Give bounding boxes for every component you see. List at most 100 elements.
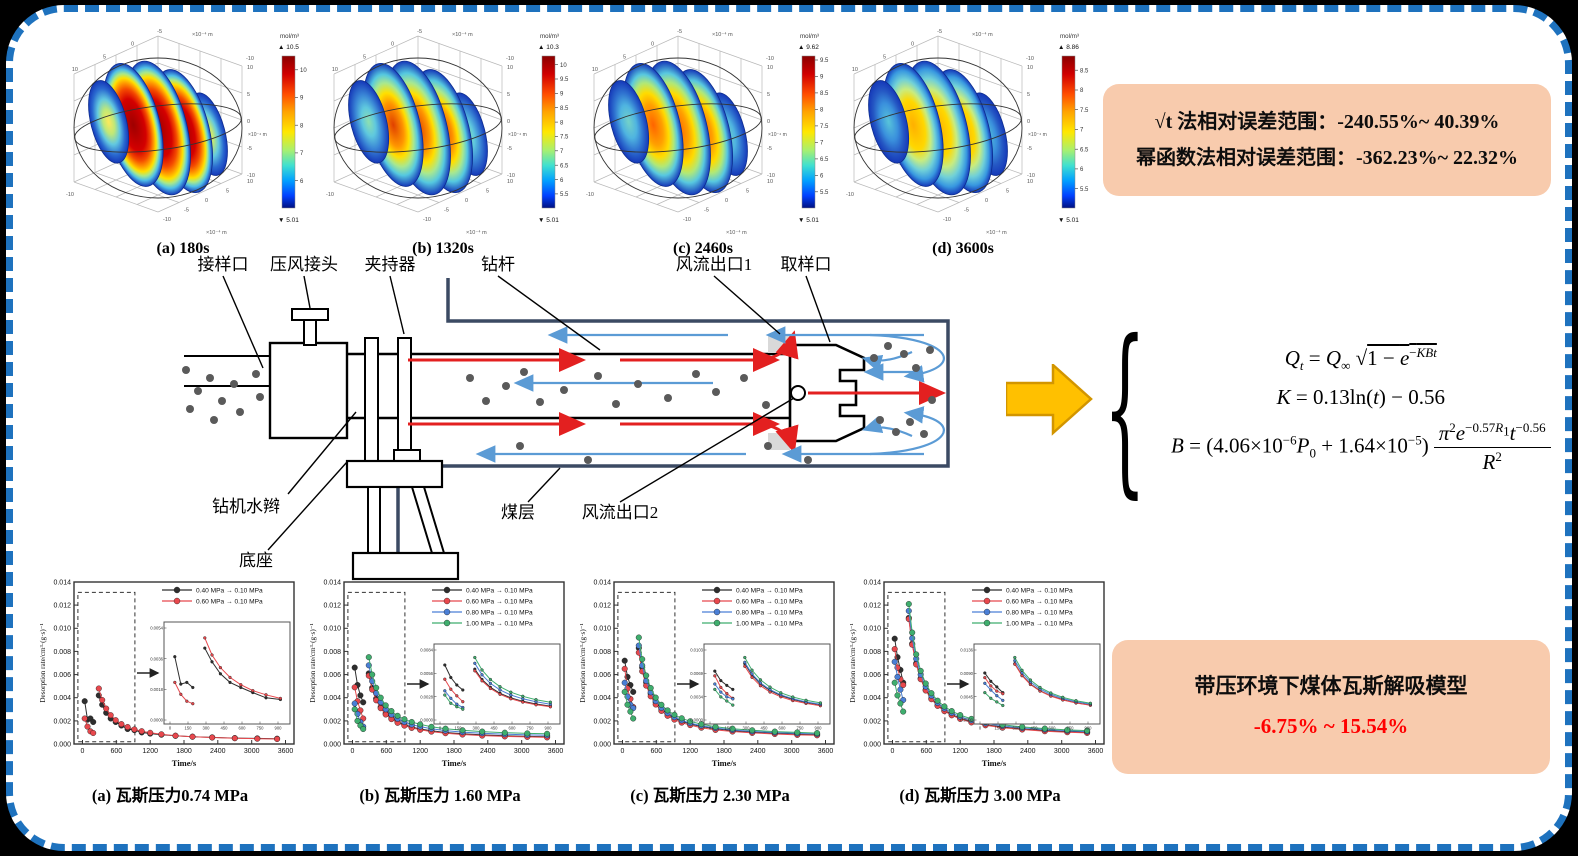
svg-text:300: 300 [203, 726, 211, 731]
svg-text:×10⁻⁴ m: ×10⁻⁴ m [726, 229, 747, 236]
svg-text:0.008: 0.008 [593, 649, 611, 656]
clamp-bar-1 [364, 337, 379, 463]
chart-cell-a: 0 600 1200 1800 2400 3000 3600 0.000 0.002 0.004 0… [36, 574, 306, 824]
svg-text:0: 0 [81, 748, 85, 755]
svg-text:×10⁻⁴ m: ×10⁻⁴ m [466, 229, 487, 236]
svg-text:1800: 1800 [986, 748, 1002, 755]
svg-text:0: 0 [465, 198, 468, 204]
svg-text:0.40 MPa → 0.10 MPa: 0.40 MPa → 0.10 MPa [196, 587, 263, 594]
clamp-foot [393, 449, 421, 462]
svg-text:-5: -5 [767, 146, 772, 152]
svg-text:450: 450 [491, 726, 499, 731]
svg-text:3600: 3600 [278, 748, 294, 755]
base-plate [351, 551, 460, 581]
data-series [351, 654, 551, 741]
stand-plate [345, 459, 444, 489]
svg-text:300: 300 [473, 726, 481, 731]
svg-text:×10⁻⁴ m: ×10⁻⁴ m [986, 229, 1007, 236]
svg-text:0.80 MPa → 0.10 MPa: 0.80 MPa → 0.10 MPa [1006, 609, 1073, 616]
sample-outlet-pipe [184, 355, 270, 387]
svg-text:10: 10 [332, 67, 338, 73]
svg-text:0.60 MPa → 0.10 MPa: 0.60 MPa → 0.10 MPa [1006, 598, 1073, 605]
svg-text:0: 0 [247, 119, 250, 125]
svg-text:-10: -10 [767, 173, 775, 179]
svg-text:×10⁻⁴ m: ×10⁻⁴ m [508, 132, 527, 138]
svg-text:Time/s: Time/s [172, 758, 197, 768]
svg-text:1.00 MPa → 0.10 MPa: 1.00 MPa → 0.10 MPa [466, 620, 533, 627]
svg-text:0.004: 0.004 [53, 695, 71, 702]
svg-text:5: 5 [507, 92, 510, 98]
svg-text:5: 5 [767, 92, 770, 98]
svg-text:9.5: 9.5 [560, 77, 569, 83]
svg-text:0.40 MPa → 0.10 MPa: 0.40 MPa → 0.10 MPa [736, 587, 803, 594]
svg-text:0.012: 0.012 [593, 603, 611, 610]
svg-text:5: 5 [486, 189, 489, 195]
svg-text:10: 10 [852, 67, 858, 73]
data-series [621, 634, 821, 739]
svg-text:-10: -10 [1027, 173, 1035, 179]
sphere-slices [333, 57, 503, 199]
svg-text:0: 0 [891, 748, 895, 755]
svg-text:0.0069: 0.0069 [690, 671, 703, 676]
svg-text:3600: 3600 [1088, 748, 1104, 755]
svg-text:750: 750 [1067, 726, 1075, 731]
svg-text:0.0084: 0.0084 [420, 648, 433, 653]
svg-text:8.5: 8.5 [1080, 68, 1089, 74]
svg-text:0: 0 [131, 42, 134, 48]
svg-text:10: 10 [72, 67, 78, 73]
chart-cell-c: 0 600 1200 1800 2400 3000 3600 0.000 0.002 0.004 0… [576, 574, 846, 824]
svg-text:-5: -5 [1027, 146, 1032, 152]
sphere-slices [593, 57, 763, 199]
plot3d-cell-b: 10 5 0 -5 -10 10 5 0 -5 -10 10 5 0 -5 -10 -10 ×10⁻⁴ m ×10… [318, 26, 578, 268]
svg-text:0.0136: 0.0136 [960, 648, 973, 653]
svg-text:5: 5 [1027, 92, 1030, 98]
clamp-bar-2 [397, 337, 412, 451]
svg-text:×10⁻⁴ m: ×10⁻⁴ m [452, 31, 473, 38]
label-air-joint: 压风接头 [270, 255, 338, 274]
svg-text:5.5: 5.5 [560, 192, 569, 198]
svg-text:7: 7 [1080, 128, 1084, 134]
svg-text:mol/m³: mol/m³ [540, 33, 559, 40]
chart-svg: 0 600 1200 1800 2400 3000 36000.0000.0020.0040… [849, 579, 1105, 768]
svg-text:mol/m³: mol/m³ [800, 33, 819, 40]
svg-text:0.0018: 0.0018 [150, 687, 163, 692]
svg-text:8.5: 8.5 [560, 106, 569, 112]
svg-text:0.002: 0.002 [323, 718, 341, 725]
svg-text:0.0056: 0.0056 [420, 671, 433, 676]
svg-text:0.60 MPa → 0.10 MPa: 0.60 MPa → 0.10 MPa [196, 598, 263, 605]
svg-text:0.012: 0.012 [323, 603, 341, 610]
svg-text:900: 900 [1085, 726, 1093, 731]
svg-text:▲ 9.62: ▲ 9.62 [798, 44, 819, 51]
svg-text:10: 10 [1027, 179, 1033, 185]
svg-text:5: 5 [363, 54, 366, 60]
svg-text:10: 10 [300, 68, 307, 74]
chart-legend: 0.40 MPa → 0.10 MPa 0.60 MPa → 0.10 MPa 0.… [702, 586, 803, 627]
svg-text:450: 450 [761, 726, 769, 731]
zoom-region-rect [347, 591, 406, 743]
inset-plot: 0 150 300 450 600 750 900 0.0000 0.0018 0.0036 0.0… [150, 621, 291, 731]
svg-text:1200: 1200 [142, 748, 158, 755]
svg-text:0: 0 [651, 42, 654, 48]
svg-text:1200: 1200 [412, 748, 428, 755]
svg-text:-5: -5 [444, 208, 449, 214]
svg-text:450: 450 [221, 726, 229, 731]
svg-text:0: 0 [979, 726, 982, 731]
air-in-arrows [408, 330, 946, 454]
inset-plot: 0 150 300 450 600 750 900 0.0000 0.0045 0.0090 0.0… [960, 643, 1101, 731]
svg-text:-5: -5 [704, 208, 709, 214]
colorbar: mol/m³ ▲ 9.62 ▼ 5.01 9.5 9 8.5 8 7.5 7 6.5 6 5.5 [798, 33, 829, 224]
svg-text:3000: 3000 [1054, 748, 1070, 755]
plot3d-caption: (d) 3600s [932, 240, 994, 257]
axis-labels: 0 600 1200 1800 2400 3000 36000.0000.0020.0040… [309, 579, 563, 768]
svg-text:6: 6 [820, 174, 824, 180]
svg-text:8: 8 [300, 123, 304, 129]
svg-text:8: 8 [820, 108, 824, 114]
svg-text:600: 600 [110, 748, 122, 755]
leader-lines [222, 275, 831, 551]
svg-text:3000: 3000 [514, 748, 530, 755]
svg-text:900: 900 [275, 726, 283, 731]
chart-svg: 0 600 1200 1800 2400 3000 36000.0000.0020.0040… [39, 579, 295, 768]
